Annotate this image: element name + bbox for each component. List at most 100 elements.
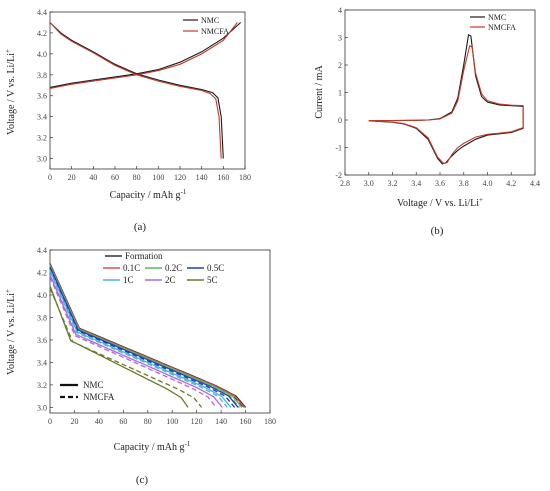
x-tick-label: 100: [166, 417, 178, 426]
x-tick-label: 160: [240, 417, 252, 426]
x-tick-label: 20: [68, 173, 76, 182]
x-tick-label: 40: [95, 417, 103, 426]
y-tick-label: 3.0: [37, 155, 47, 164]
y-tick-label: 4.2: [37, 29, 47, 38]
plot-frame-a: [49, 11, 246, 170]
x-tick-label: 140: [196, 173, 208, 182]
x-tick-label: 2.8: [340, 179, 350, 188]
legend-label-nmcfa-a: NMCFA: [201, 27, 229, 36]
x-tick-label: 40: [89, 173, 97, 182]
x-tick-label: 100: [152, 173, 164, 182]
legend-a: NMC NMCFA: [183, 16, 229, 36]
legend-b: NMC NMCFA: [470, 13, 516, 32]
y-tick-label: 4.0: [37, 50, 47, 59]
series-line-nmcfa: [368, 44, 524, 165]
y-axis-label-b: Current / mA: [314, 65, 325, 119]
legend-label-formation: Formation: [125, 251, 163, 261]
y-tick-label: 3.4: [37, 358, 47, 367]
series-line-nmc: [49, 22, 224, 159]
y-axis-label-c: Voltage / V vs. Li/Li+: [4, 289, 17, 375]
legend-label-1c: 1C: [123, 275, 134, 285]
plot-frame-c: [49, 249, 271, 414]
series-line-2c-nmcfa: [49, 276, 217, 408]
series-line-02c-nmc: [49, 265, 243, 408]
x-ticks-b: 2.8 3.0 3.2 3.4 3.6 3.8 4.0 4.2 4.4: [340, 172, 540, 188]
x-tick-label: 180: [264, 417, 276, 426]
legend-label-nmc-c: NMC: [83, 380, 104, 390]
y-tick-label: 4: [338, 6, 342, 15]
y-tick-label: 4.2: [37, 268, 47, 277]
x-tick-label: 3.0: [364, 179, 374, 188]
y-tick-label: 3.4: [37, 113, 47, 122]
x-tick-label: 180: [239, 173, 251, 182]
x-axis-label-b: Voltage / V vs. Li/Li+: [397, 196, 483, 209]
series-line-5c-nmcfa: [49, 287, 203, 408]
y-tick-label: -2: [335, 171, 342, 180]
legend-label-5c: 5C: [207, 275, 218, 285]
series-line-nmc: [368, 33, 524, 165]
legend-label-01c: 0.1C: [123, 263, 140, 273]
y-tick-label: 4.4: [37, 246, 47, 255]
series-line-nmcfa: [49, 22, 222, 159]
legend-rates-c: Formation 0.1C 0.2C 0.5C 1C 2C 5C: [103, 251, 224, 285]
legend-label-nmc-a: NMC: [201, 16, 219, 25]
y-tick-label: 3.8: [37, 71, 47, 80]
panel-c: 0 20 40 60 80 100 120 140 160 180 3.0 3.2 3.4 3.6 3.8…: [4, 246, 276, 486]
series-lines-a: [49, 22, 242, 159]
x-ticks-c: 0 20 40 60 80 100 120 140 160 180: [48, 410, 276, 426]
x-tick-label: 4.2: [506, 179, 516, 188]
x-tick-label: 0: [48, 173, 52, 182]
x-axis-label-c: Capacity / mAh g-1: [114, 440, 191, 453]
series-lines-c: [49, 263, 247, 408]
x-tick-label: 60: [111, 173, 119, 182]
legend-label-02c: 0.2C: [165, 263, 182, 273]
legend-materials-c: NMC NMCFA: [60, 380, 115, 402]
y-tick-label: 3.6: [37, 92, 47, 101]
x-tick-label: 80: [144, 417, 152, 426]
y-tick-label: 3.6: [37, 336, 47, 345]
y-tick-label: 3: [338, 34, 342, 43]
y-ticks-a: 3.0 3.2 3.4 3.6 3.8 4.0 4.2 4.4: [37, 8, 53, 164]
y-tick-label: 4.0: [37, 291, 47, 300]
legend-label-05c: 0.5C: [207, 263, 224, 273]
legend-label-nmcfa-b: NMCFA: [488, 23, 516, 32]
y-tick-label: 1: [338, 89, 342, 98]
series-line-01c-nmc: [49, 264, 245, 408]
series-line-2c-nmc: [49, 274, 223, 408]
plot-frame-b: [344, 9, 536, 176]
y-tick-label: 4.4: [37, 8, 47, 17]
y-tick-label: 3.2: [37, 381, 47, 390]
caption-c: (c): [136, 474, 149, 486]
y-tick-label: 2: [338, 61, 342, 70]
y-axis-label-a: Voltage / V vs. Li/Li+: [4, 49, 17, 135]
x-tick-label: 120: [174, 173, 186, 182]
x-axis-label-a: Capacity / mAh g-1: [110, 188, 187, 201]
y-tick-label: 3.0: [37, 403, 47, 412]
x-tick-label: 3.4: [411, 179, 421, 188]
x-tick-label: 120: [191, 417, 203, 426]
x-ticks-a: 0 20 40 60 80 100 120 140 160 180: [48, 166, 251, 182]
y-tick-label: 0: [338, 116, 342, 125]
x-tick-label: 140: [215, 417, 227, 426]
series-line-05c-nmcfa: [49, 267, 236, 408]
y-tick-label: 3.8: [37, 313, 47, 322]
x-tick-label: 4.0: [483, 179, 493, 188]
x-tick-label: 4.4: [530, 179, 540, 188]
y-tick-label: -1: [335, 144, 342, 153]
panel-b: 2.8 3.0 3.2 3.4 3.6 3.8 4.0 4.2 4.4 -2 -1 0 1 2 3 4 Vo…: [314, 6, 540, 237]
legend-label-2c: 2C: [165, 275, 176, 285]
legend-label-nmcfa-c: NMCFA: [83, 392, 115, 402]
caption-b: (b): [431, 225, 444, 237]
x-tick-label: 3.8: [459, 179, 469, 188]
x-tick-label: 3.2: [388, 179, 398, 188]
y-tick-label: 3.2: [37, 134, 47, 143]
x-tick-label: 80: [133, 173, 141, 182]
panel-a: 0 20 40 60 80 100 120 140 160 180 3.0 3.2 3.4 3.6 3.8…: [4, 8, 251, 233]
y-ticks-b: -2 -1 0 1 2 3 4: [335, 6, 348, 180]
series-lines-b: [368, 33, 524, 165]
y-ticks-c: 3.0 3.2 3.4 3.6 3.8 4.0 4.2 4.4: [37, 246, 53, 412]
legend-label-nmc-b: NMC: [488, 13, 506, 22]
x-tick-label: 60: [119, 417, 127, 426]
x-tick-label: 20: [70, 417, 78, 426]
